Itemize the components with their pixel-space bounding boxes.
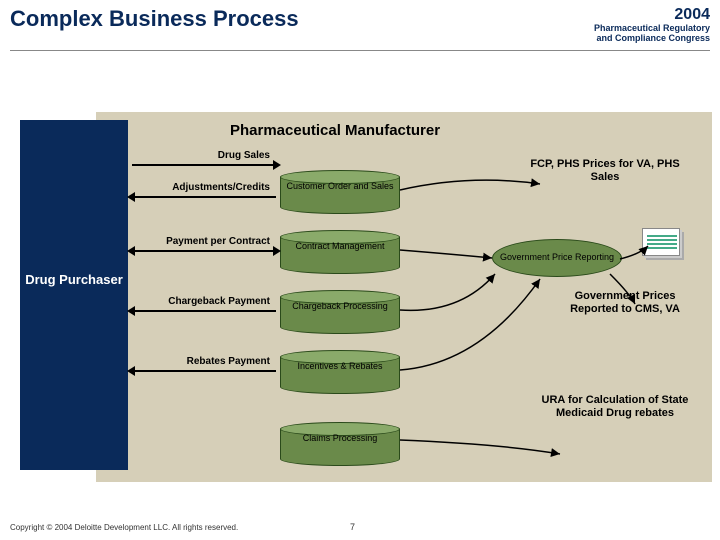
subtitle-2: and Compliance Congress (594, 34, 710, 44)
flow-label: Adjustments/Credits (130, 182, 270, 193)
flow-label: Chargeback Payment (130, 296, 270, 307)
oval-label: Government Price Reporting (500, 253, 614, 263)
diagram-canvas: Drug Purchaser Pharmaceutical Manufactur… (0, 64, 720, 504)
footer-copyright: Copyright © 2004 Deloitte Development LL… (10, 523, 710, 532)
process-cylinder: Incentives & Rebates (280, 350, 400, 394)
gov-price-reporting-oval: Government Price Reporting (492, 239, 622, 277)
page-number: 7 (350, 522, 355, 532)
section-title: Pharmaceutical Manufacturer (230, 122, 440, 139)
flow-arrow (132, 250, 276, 252)
process-cylinder: Claims Processing (280, 422, 400, 466)
purchaser-label: Drug Purchaser (20, 272, 128, 288)
year: 2004 (594, 6, 710, 24)
process-cylinder: Chargeback Processing (280, 290, 400, 334)
cylinder-label: Claims Processing (280, 434, 400, 444)
flow-label: Drug Sales (130, 150, 270, 161)
flow-arrow (132, 164, 276, 166)
flow-arrow (132, 310, 276, 312)
purchaser-block (20, 120, 128, 470)
process-cylinder: Contract Management (280, 230, 400, 274)
output-label: URA for Calculation of State Medicaid Dr… (540, 394, 690, 420)
flow-label: Rebates Payment (130, 356, 270, 367)
cylinder-label: Incentives & Rebates (280, 362, 400, 372)
process-cylinder: Customer Order and Sales (280, 170, 400, 214)
flow-label: Payment per Contract (130, 236, 270, 247)
output-label: FCP, PHS Prices for VA, PHS Sales (530, 158, 680, 184)
page-title: Complex Business Process (10, 6, 299, 32)
cylinder-label: Chargeback Processing (280, 302, 400, 312)
cylinder-label: Customer Order and Sales (280, 182, 400, 192)
report-paper-icon (640, 224, 684, 260)
header-right: 2004 Pharmaceutical Regulatory and Compl… (594, 6, 710, 44)
header: Complex Business Process 2004 Pharmaceut… (0, 0, 720, 48)
header-divider (10, 50, 710, 51)
flow-arrow (132, 370, 276, 372)
flow-arrow (132, 196, 276, 198)
cylinder-label: Contract Management (280, 242, 400, 252)
output-label: Government Prices Reported to CMS, VA (550, 290, 700, 316)
